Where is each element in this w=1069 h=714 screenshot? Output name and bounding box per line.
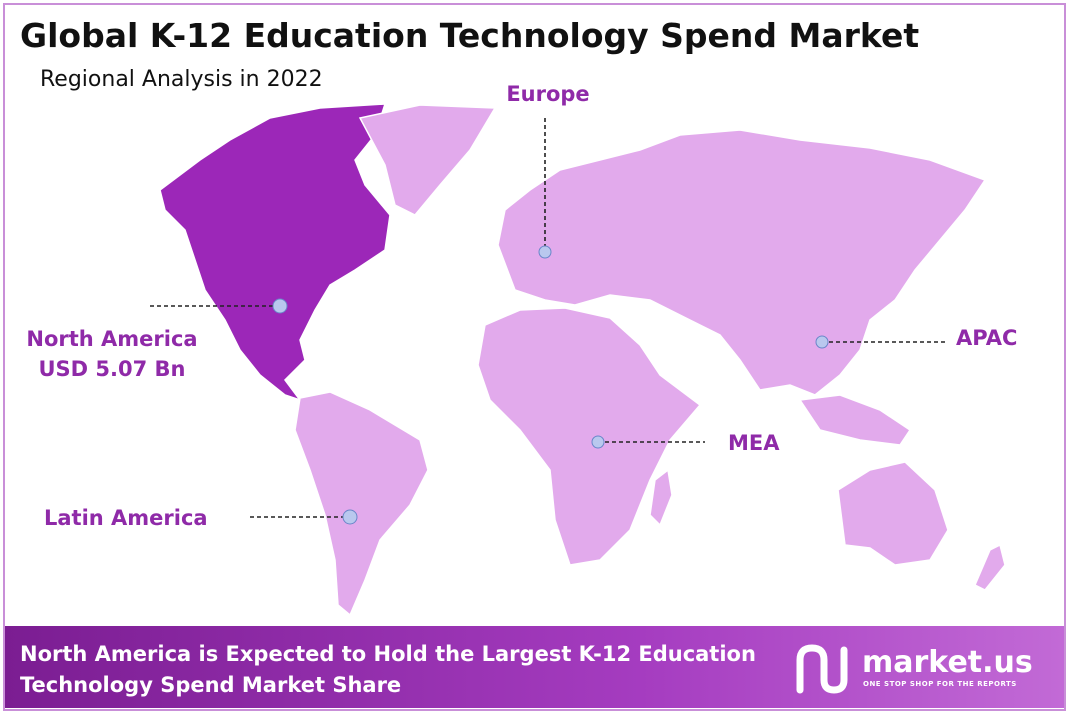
eurasia xyxy=(497,129,987,396)
frame xyxy=(3,3,1066,711)
region-label: Europe xyxy=(506,82,589,106)
marker xyxy=(538,245,552,259)
africa xyxy=(477,307,702,566)
north-america xyxy=(159,103,391,402)
marker xyxy=(591,435,605,449)
brand-tagline: ONE STOP SHOP FOR THE REPORTS xyxy=(863,680,1017,688)
region-label: North America xyxy=(26,327,197,351)
region-label: MEA xyxy=(728,431,780,455)
new-zealand xyxy=(974,543,1006,591)
leaders xyxy=(150,118,948,525)
marker xyxy=(272,298,288,314)
region-label: APAC xyxy=(956,326,1017,350)
logo-mark xyxy=(796,644,848,694)
brand-logo xyxy=(796,644,848,694)
marker xyxy=(342,509,358,525)
footer-band xyxy=(5,626,1064,708)
australia xyxy=(837,461,949,566)
madagascar xyxy=(649,468,673,527)
region-value: USD 5.07 Bn xyxy=(39,357,186,381)
world-map xyxy=(159,103,1006,617)
brand-name: market.us xyxy=(862,645,1033,680)
region-label: Latin America xyxy=(44,506,208,530)
greenland xyxy=(358,104,497,216)
title: Global K-12 Education Technology Spend M… xyxy=(20,16,919,55)
subtitle: Regional Analysis in 2022 xyxy=(40,67,323,92)
footer-text: Technology Spend Market Share xyxy=(20,673,401,697)
south-america xyxy=(294,391,429,617)
footer-text: North America is Expected to Hold the La… xyxy=(20,642,756,666)
marker xyxy=(815,335,829,349)
southeast-asia xyxy=(798,394,912,446)
